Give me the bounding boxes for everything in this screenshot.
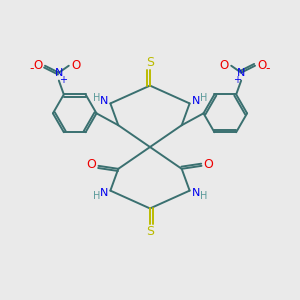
Text: +: + xyxy=(233,75,241,85)
Text: +: + xyxy=(59,75,67,85)
Text: S: S xyxy=(146,56,154,69)
Text: N: N xyxy=(55,68,63,78)
Text: N: N xyxy=(191,188,200,198)
Text: N: N xyxy=(191,97,200,106)
Text: H: H xyxy=(200,190,207,201)
Text: O: O xyxy=(71,59,80,72)
Text: -: - xyxy=(30,62,34,75)
Text: H: H xyxy=(200,94,207,103)
Text: -: - xyxy=(266,62,270,75)
Text: O: O xyxy=(257,59,267,72)
Text: S: S xyxy=(146,225,154,238)
Text: N: N xyxy=(100,188,109,198)
Text: H: H xyxy=(93,94,100,103)
Text: H: H xyxy=(93,190,100,201)
Text: N: N xyxy=(237,68,245,78)
Text: O: O xyxy=(33,59,43,72)
Text: O: O xyxy=(87,158,97,171)
Text: O: O xyxy=(220,59,229,72)
Text: N: N xyxy=(100,97,109,106)
Text: O: O xyxy=(203,158,213,171)
